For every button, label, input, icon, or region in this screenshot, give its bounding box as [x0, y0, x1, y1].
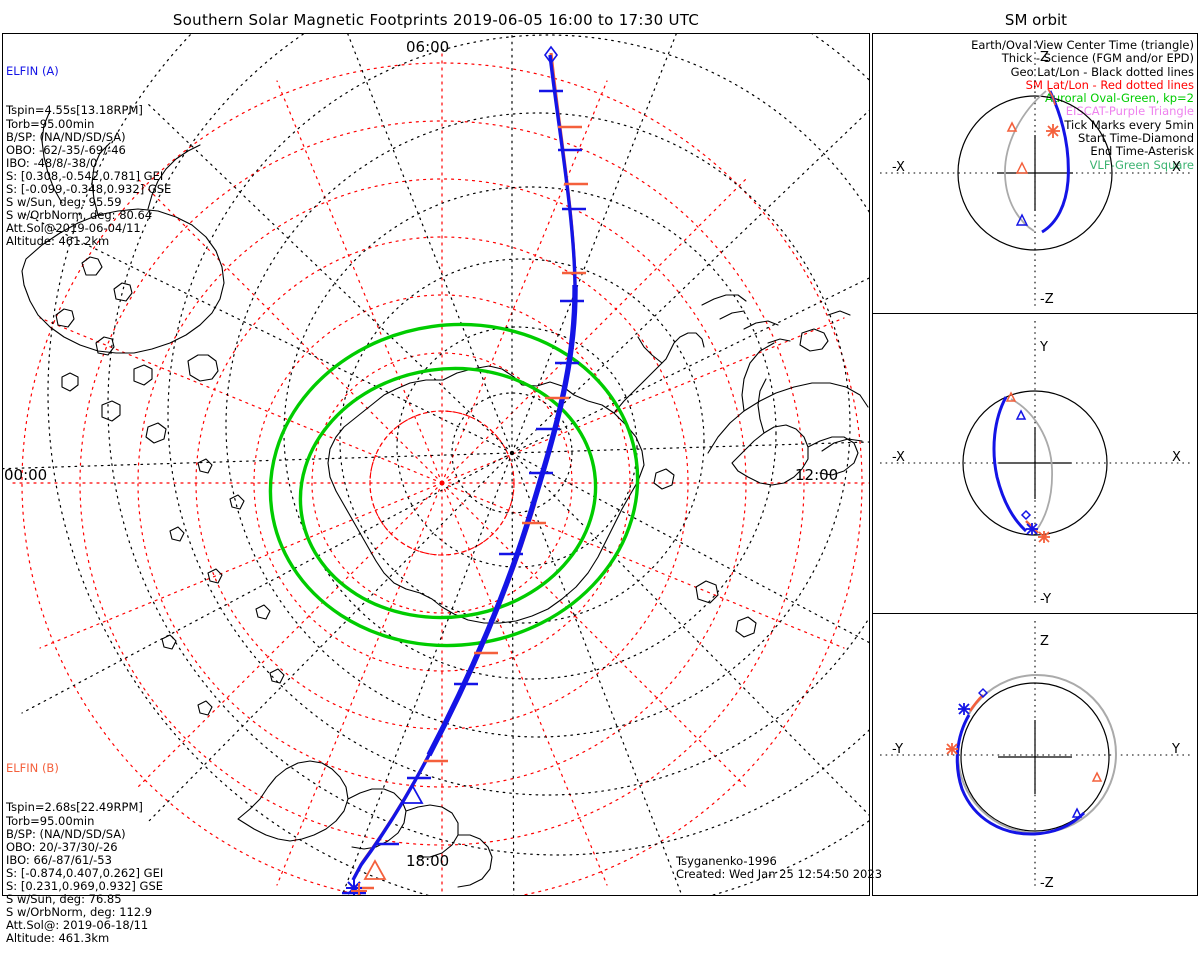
axis-label-left: -X — [892, 450, 905, 465]
axis-label-top: Z — [1040, 50, 1049, 65]
elfin-b-param-line: Tspin=2.68s[22.49RPM] — [6, 800, 143, 815]
legend-item: Thick - Science (FGM and/or EPD) — [1001, 51, 1194, 66]
legend: Earth/Oval View Center Time (triangle) Th… — [971, 38, 1194, 172]
mlt-label-dawn: 06:00 — [406, 38, 450, 56]
elfin-a-label: ELFIN (A) — [6, 64, 59, 79]
geo-grid — [3, 34, 869, 895]
elfin-a-param-line: S: [-0.099,-0.348,0.932] GSE — [6, 182, 172, 197]
elfin-a-params: Tspin=4.55s[13.18RPM] Torb=95.00min B/SP: … — [6, 104, 171, 248]
mlt-label-midnight: 00:00 — [4, 466, 48, 484]
elfin-a-param-line: S w/Sun, deg: 95.59 — [6, 195, 122, 210]
elfin-a-param-line: IBO: -48/8/-38/0 — [6, 155, 98, 170]
start-diamond-a — [544, 45, 558, 65]
orbit-divider-1 — [872, 313, 1198, 314]
legend-item: VLF-Green Square — [1089, 157, 1194, 172]
figure-root: Southern Solar Magnetic Footprints 2019-… — [2, 11, 1198, 946]
orbit-panel-xz: -X X Z -Z — [880, 41, 1190, 307]
elfin-a-param-line: S: [0.308,-0.542,0.781] GEI — [6, 168, 164, 183]
axis-label-top: Z — [1040, 634, 1049, 649]
axis-label-bottom: -Z — [1040, 292, 1054, 307]
axis-label-right: X — [1172, 450, 1181, 465]
axis-label-bottom: -Z — [1040, 876, 1054, 891]
orbit-panel-yz: -Y Y Z -Z — [880, 621, 1190, 891]
legend-item: End Time-Asterisk — [1090, 144, 1194, 159]
axis-label-bottom: -Y — [1040, 592, 1051, 607]
elfin-b-param-line: B/SP: (NA/ND/SD/SA) — [6, 826, 126, 841]
mlt-label-dusk: 18:00 — [406, 852, 450, 870]
axis-label-left: -X — [892, 160, 905, 175]
elfin-a-param-line: Att.Sol@2019-06-04/11 — [6, 221, 141, 236]
credits: Tsyganenko-1996 Created: Wed Jan 25 12:54… — [676, 854, 883, 882]
elfin-a-param-line: B/SP: (NA/ND/SD/SA) — [6, 129, 126, 144]
axis-label-top: Y — [1039, 340, 1048, 355]
elfin-b-info: ELFIN (B) Tspin=2.68s[22.49RPM] Torb=95.0… — [6, 736, 163, 972]
elfin-a-param-line: S w/OrbNorm, deg: 80.64 — [6, 208, 153, 223]
elfin-a-param-line: Torb=95.00min — [6, 116, 95, 131]
elfin-a-param-line: Tspin=4.55s[13.18RPM] — [6, 103, 143, 118]
elfin-b-param-line: Att.Sol@: 2019-06-18/11 — [6, 918, 149, 933]
elfin-b-param-line: S: [0.231,0.969,0.932] GSE — [6, 879, 164, 894]
elfin-b-tick-marks — [350, 125, 588, 890]
mlt-label-noon: 12:00 — [795, 466, 839, 484]
legend-item: Start Time-Diamond — [1078, 131, 1194, 146]
view-center-triangle-b — [363, 859, 387, 880]
credit-line: Created: Wed Jan 25 12:54:50 2023 — [676, 867, 883, 882]
coastlines — [21, 110, 869, 888]
elfin-a-science-segment — [426, 284, 578, 757]
legend-item: Tick Marks every 5min — [1064, 117, 1194, 132]
view-center-triangle-a — [400, 783, 424, 804]
orbit-divider-2 — [872, 613, 1198, 614]
axis-label-left: -Y — [892, 742, 903, 757]
elfin-a-info: ELFIN (A) Tspin=4.55s[13.18RPM] Torb=95.0… — [6, 39, 171, 275]
elfin-b-science-segment — [427, 502, 537, 755]
end-asterisk-b — [351, 883, 367, 895]
credit-line: Tsyganenko-1996 — [676, 854, 777, 868]
elfin-b-label: ELFIN (B) — [6, 761, 59, 776]
legend-item: Earth/Oval View Center Time (triangle) — [971, 38, 1194, 52]
elfin-a-tick-marks — [342, 89, 586, 895]
elfin-b-param-line: S w/OrbNorm, deg: 112.9 — [6, 905, 153, 920]
polar-footprint-map — [3, 34, 869, 895]
sm-meridians — [9, 50, 869, 895]
legend-item: Geo Lat/Lon - Black dotted lines — [1010, 64, 1194, 79]
map-frame — [2, 33, 870, 896]
elfin-b-params: Tspin=2.68s[22.49RPM] Torb=95.00min B/SP: … — [6, 801, 163, 945]
elfin-b-param-line: Torb=95.00min — [6, 813, 95, 828]
orbit-panel-xy: -X X Y -Y — [880, 321, 1190, 607]
axis-label-right: X — [1172, 160, 1181, 175]
legend-item: SM Lat/Lon - Red dotted lines — [1025, 77, 1194, 92]
elfin-b-param-line: Altitude: 461.3km — [6, 931, 110, 946]
elfin-b-param-line: S: [-0.874,0.407,0.262] GEI — [6, 865, 164, 880]
elfin-b-param-line: IBO: 66/-87/61/-53 — [6, 852, 112, 867]
axis-label-right: Y — [1171, 742, 1180, 757]
page-title: Southern Solar Magnetic Footprints 2019-… — [172, 11, 700, 29]
orbit-panel-title: SM orbit — [1004, 11, 1068, 29]
orbit-frame — [872, 33, 1198, 896]
elfin-a-param-line: Altitude: 461.2km — [6, 234, 110, 249]
elfin-a-param-line: OBO: -62/-35/-69/-46 — [6, 142, 126, 157]
elfin-b-param-line: OBO: 20/-37/30/-26 — [6, 839, 118, 854]
auroral-oval — [268, 322, 640, 648]
